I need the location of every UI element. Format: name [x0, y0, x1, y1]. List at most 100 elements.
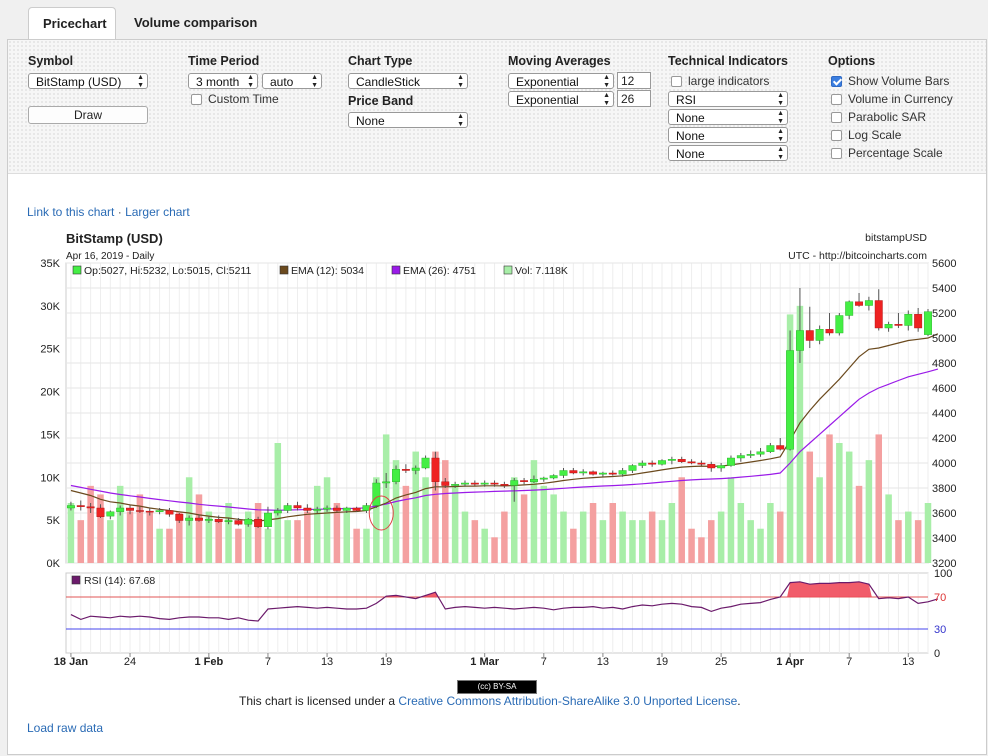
volume-bar	[747, 520, 754, 563]
candle-body	[825, 329, 834, 334]
chart-subtitle: Apr 16, 2019 - Daily	[66, 251, 154, 262]
candle-body	[855, 301, 863, 306]
chart-symbol-label: bitstampUSD	[865, 232, 927, 244]
volume-bar	[392, 460, 400, 563]
x-axis-tick: 1 Mar	[470, 656, 499, 668]
tab-pricechart[interactable]: Pricechart	[28, 7, 116, 40]
candle-body	[924, 311, 932, 335]
volume-bar	[481, 528, 488, 563]
price-band-select[interactable]: None ▲ ▼	[348, 112, 468, 128]
time-range-select[interactable]: 3 month ▲ ▼	[188, 73, 258, 89]
moving-averages-title: Moving Averages	[508, 54, 611, 68]
volume-bar	[442, 460, 449, 563]
volume-in-currency-checkbox[interactable]	[831, 94, 842, 105]
show-volume-bars-checkbox[interactable]	[831, 76, 842, 87]
candle-body	[244, 519, 253, 525]
volume-bar	[87, 485, 94, 563]
volume-bar	[402, 485, 410, 563]
chart-type-select[interactable]: CandleStick ▲ ▼	[348, 73, 468, 89]
volume-bar	[294, 520, 301, 563]
candle-body	[658, 460, 666, 465]
indicator-3-select[interactable]: None ▲ ▼	[668, 127, 788, 143]
license-suffix: .	[737, 694, 741, 708]
price-axis-tick: 4400	[932, 408, 956, 420]
indicator-1-select[interactable]: RSI ▲ ▼	[668, 91, 788, 107]
options-title: Options	[828, 54, 876, 68]
candle-body	[805, 330, 814, 341]
link-to-chart[interactable]: Link to this chart	[27, 205, 115, 219]
volume-bar	[67, 503, 75, 563]
large-indicators-row[interactable]: large indicators	[671, 74, 769, 88]
volume-bar	[826, 434, 833, 563]
custom-time-row[interactable]: Custom Time	[191, 92, 279, 106]
candle-body	[884, 324, 893, 329]
volume-bar	[373, 477, 380, 563]
candle-body	[303, 507, 312, 511]
percentage-scale-checkbox[interactable]	[831, 148, 842, 159]
license-link[interactable]: Creative Commons Attribution-ShareAlike …	[398, 694, 738, 708]
tab-volume-comparison[interactable]: Volume comparison	[134, 15, 258, 30]
volume-bar	[166, 528, 173, 563]
volume-axis-tick: 30K	[40, 301, 60, 313]
volume-bar	[353, 528, 360, 563]
ma2-period-input[interactable]: 26	[617, 90, 651, 107]
candle-body	[431, 457, 440, 482]
annotation-circle	[368, 495, 394, 531]
candle-body	[776, 445, 785, 450]
indicator-2-value: None	[676, 111, 705, 125]
volume-bar	[737, 503, 745, 563]
rsi-axis-tick: 100	[934, 568, 952, 580]
candle-body	[392, 469, 400, 482]
indicator-1-value: RSI	[676, 93, 697, 107]
chart-controls: Symbol BitStamp (USD) ▲ ▼ Draw Time Period…	[8, 40, 986, 174]
custom-time-checkbox[interactable]	[191, 94, 202, 105]
option-volume-in-currency[interactable]: Volume in Currency	[831, 92, 953, 106]
option-label: Volume in Currency	[848, 92, 953, 106]
price-band-title: Price Band	[348, 94, 414, 108]
candle-body	[687, 461, 696, 464]
candle-body	[76, 505, 85, 507]
option-parabolic-sar[interactable]: Parabolic SAR	[831, 110, 926, 124]
symbol-select-value: BitStamp (USD)	[36, 75, 122, 89]
candle-body	[224, 520, 233, 522]
volume-bar	[245, 511, 252, 563]
candle-body	[96, 507, 105, 517]
ma1-type-select[interactable]: Exponential ▲ ▼	[508, 73, 614, 89]
resolution-value: auto	[270, 75, 294, 89]
ma1-period-input[interactable]: 12	[617, 72, 651, 89]
price-axis-tick: 3800	[932, 483, 956, 495]
price-axis-tick: 4000	[932, 458, 956, 470]
x-axis-tick: 19	[380, 656, 392, 668]
candle-body	[293, 505, 302, 509]
log-scale-checkbox[interactable]	[831, 130, 842, 141]
ma2-type-select[interactable]: Exponential ▲ ▼	[508, 91, 614, 107]
load-raw-data-link[interactable]: Load raw data	[27, 721, 104, 735]
rsi-overbought-fill	[787, 581, 872, 597]
option-percentage-scale[interactable]: Percentage Scale	[831, 146, 943, 160]
volume-bar	[668, 503, 676, 563]
symbol-select[interactable]: BitStamp (USD) ▲ ▼	[28, 73, 148, 89]
option-show-volume-bars[interactable]: Show Volume Bars	[831, 74, 949, 88]
resolution-select[interactable]: auto ▲ ▼	[262, 73, 322, 89]
indicator-4-select[interactable]: None ▲ ▼	[668, 145, 788, 161]
candle-body	[904, 314, 913, 326]
price-axis-tick: 3600	[932, 508, 956, 520]
volume-bar	[589, 503, 597, 563]
draw-button[interactable]: Draw	[28, 106, 148, 124]
candle-body	[86, 506, 95, 509]
volume-bar	[254, 503, 262, 563]
price-axis-tick: 5200	[932, 308, 956, 320]
indicator-2-select[interactable]: None ▲ ▼	[668, 109, 788, 125]
select-arrows-icon: ▲ ▼	[311, 74, 318, 89]
volume-bar	[895, 520, 902, 563]
volume-bar	[97, 494, 104, 563]
volume-bar	[914, 520, 922, 563]
candle-body	[352, 507, 361, 511]
volume-bar	[579, 511, 587, 563]
candle-body	[195, 517, 203, 521]
option-log-scale[interactable]: Log Scale	[831, 128, 901, 142]
parabolic-sar-checkbox[interactable]	[831, 112, 842, 123]
large-indicators-checkbox[interactable]	[671, 76, 682, 87]
volume-bar	[274, 443, 282, 563]
larger-chart-link[interactable]: Larger chart	[125, 205, 190, 219]
